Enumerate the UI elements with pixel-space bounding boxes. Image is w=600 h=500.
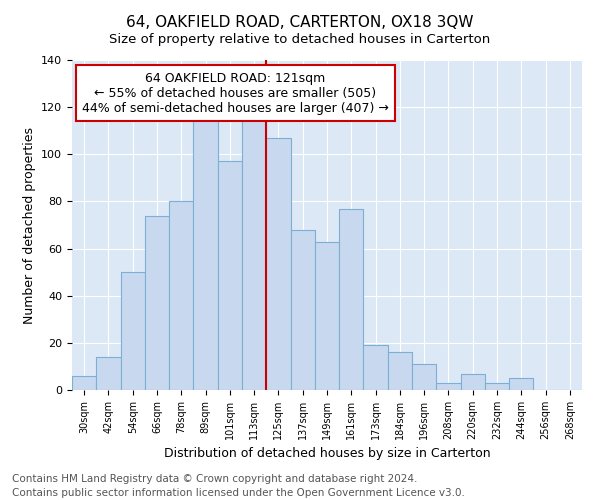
Text: 64, OAKFIELD ROAD, CARTERTON, OX18 3QW: 64, OAKFIELD ROAD, CARTERTON, OX18 3QW xyxy=(126,15,474,30)
Bar xyxy=(121,272,145,390)
Bar xyxy=(193,112,218,390)
Bar xyxy=(509,378,533,390)
Bar xyxy=(96,357,121,390)
Bar xyxy=(218,162,242,390)
Bar xyxy=(72,376,96,390)
Bar xyxy=(364,345,388,390)
Bar xyxy=(315,242,339,390)
Bar xyxy=(388,352,412,390)
Text: Contains HM Land Registry data © Crown copyright and database right 2024.
Contai: Contains HM Land Registry data © Crown c… xyxy=(12,474,465,498)
Bar xyxy=(339,208,364,390)
Bar xyxy=(242,119,266,390)
Text: Size of property relative to detached houses in Carterton: Size of property relative to detached ho… xyxy=(109,32,491,46)
Bar xyxy=(436,383,461,390)
Bar xyxy=(461,374,485,390)
Text: 64 OAKFIELD ROAD: 121sqm
← 55% of detached houses are smaller (505)
44% of semi-: 64 OAKFIELD ROAD: 121sqm ← 55% of detach… xyxy=(82,72,389,114)
Bar xyxy=(412,364,436,390)
Bar xyxy=(290,230,315,390)
Bar xyxy=(169,202,193,390)
Y-axis label: Number of detached properties: Number of detached properties xyxy=(23,126,35,324)
Bar xyxy=(145,216,169,390)
Bar xyxy=(485,383,509,390)
Bar xyxy=(266,138,290,390)
X-axis label: Distribution of detached houses by size in Carterton: Distribution of detached houses by size … xyxy=(164,448,490,460)
